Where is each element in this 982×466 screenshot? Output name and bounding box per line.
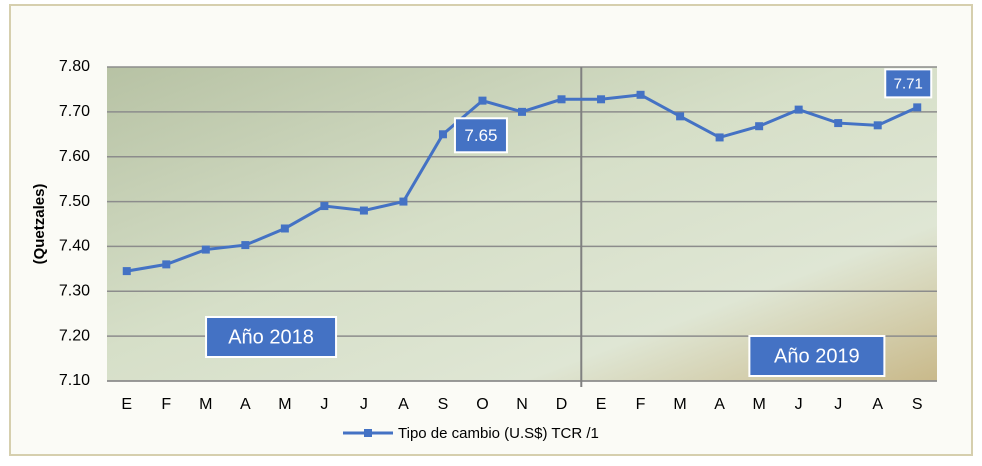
y-axis-label: (Quetzales) [31,184,48,265]
x-tick-label: O [476,396,488,413]
legend-marker [364,429,372,437]
point-marker [597,95,606,104]
y-tick-label: 7.40 [59,238,90,255]
x-tick-label: S [912,396,923,413]
point-marker [122,267,131,276]
point-marker [794,105,803,114]
point-marker [557,95,566,104]
point-marker [438,130,447,139]
data-label: 7.71 [894,75,923,92]
point-marker [320,202,329,211]
x-tick-label: A [714,396,725,413]
point-marker [518,107,526,116]
y-tick-label: 7.30 [59,283,90,300]
point-marker [201,245,210,254]
legend-label: Tipo de cambio (U.S$) TCR /1 [398,425,599,442]
y-tick-label: 7.80 [59,58,90,75]
point-marker [913,103,922,112]
point-marker [676,112,685,121]
annotation: Año 2018 [228,326,314,348]
annotation-box [748,335,886,377]
annotation: Año 2019 [774,345,860,367]
point-marker [873,121,882,130]
x-tick-label: D [556,396,568,413]
x-tick-label: M [752,396,765,413]
y-tick-label: 7.60 [59,148,90,165]
x-tick-label: A [240,396,251,413]
point-marker [636,90,645,99]
y-tick-label: 7.20 [59,327,90,344]
point-marker [280,224,289,233]
x-tick-label: S [438,396,449,413]
x-tick-label: N [516,396,528,413]
point-marker [241,241,250,250]
point-marker [359,206,368,215]
point-marker [162,260,171,269]
y-tick-label: 7.50 [59,193,90,210]
data-label-box [884,68,933,99]
x-tick-label: J [795,396,803,413]
y-tick-label: 7.10 [59,372,90,389]
x-tick-label: F [636,396,646,413]
data-label-box [453,117,508,154]
x-tick-label: E [121,396,132,413]
point-marker [399,197,408,206]
annotation-box [205,316,338,358]
x-tick-label: A [872,396,883,413]
x-tick-label: J [834,396,842,413]
x-tick-label: M [278,396,291,413]
point-marker [478,96,487,105]
x-tick-label: J [360,396,368,413]
x-tick-label: A [398,396,409,413]
point-marker [755,122,764,131]
point-marker [834,119,843,128]
data-label: 7.65 [464,126,497,145]
x-tick-label: M [199,396,212,413]
x-tick-label: E [596,396,607,413]
x-tick-label: M [673,396,686,413]
y-tick-label: 7.70 [59,103,90,120]
point-marker [715,133,724,142]
x-tick-label: J [320,396,328,413]
x-tick-label: F [161,396,171,413]
